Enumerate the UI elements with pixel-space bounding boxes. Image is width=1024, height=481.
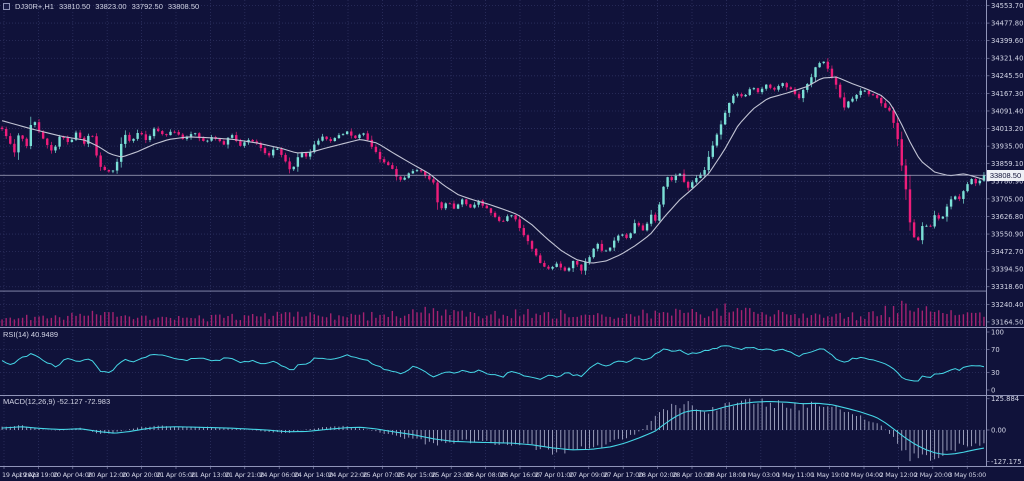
high-value: 33823.00 bbox=[95, 2, 127, 11]
svg-text:34553.70: 34553.70 bbox=[991, 2, 1023, 10]
candles-layer bbox=[0, 58, 986, 275]
macd-indicator-label: MACD(12,26,9) -52.127 -72.983 bbox=[3, 397, 111, 406]
svg-text:33780.90: 33780.90 bbox=[991, 178, 1023, 186]
rsi-line bbox=[1, 345, 985, 382]
svg-text:27 Apr 09:00: 27 Apr 09:00 bbox=[569, 471, 608, 479]
svg-text:21 Apr 13:00: 21 Apr 13:00 bbox=[191, 471, 230, 479]
svg-text:33550.90: 33550.90 bbox=[991, 230, 1023, 238]
svg-text:70: 70 bbox=[991, 346, 1000, 354]
svg-text:25 Apr 07:00: 25 Apr 07:00 bbox=[363, 471, 402, 479]
svg-text:33318.60: 33318.60 bbox=[991, 283, 1023, 291]
svg-text:34167.30: 34167.30 bbox=[991, 90, 1023, 98]
svg-text:2 May 04:00: 2 May 04:00 bbox=[845, 471, 883, 479]
svg-text:20 Apr 12:00: 20 Apr 12:00 bbox=[88, 471, 127, 479]
svg-text:1 May 03:00: 1 May 03:00 bbox=[742, 471, 780, 479]
svg-text:34013.20: 34013.20 bbox=[991, 125, 1023, 133]
svg-text:3 May 05:00: 3 May 05:00 bbox=[948, 471, 986, 479]
volume-layer bbox=[1, 300, 985, 326]
svg-text:19 Apr 19:00: 19 Apr 19:00 bbox=[19, 471, 58, 479]
svg-text:2 May 12:00: 2 May 12:00 bbox=[880, 471, 918, 479]
svg-text:28 Apr 10:00: 28 Apr 10:00 bbox=[672, 471, 711, 479]
svg-text:28 Apr 02:00: 28 Apr 02:00 bbox=[638, 471, 677, 479]
close-value: 33808.50 bbox=[167, 2, 200, 11]
price-axis[interactable]: 34553.70 34477.80 34399.60 34321.40 34245.50… bbox=[986, 2, 1024, 466]
svg-text:20 Apr 04:00: 20 Apr 04:00 bbox=[53, 471, 92, 479]
svg-text:125.884: 125.884 bbox=[991, 395, 1019, 403]
svg-text:20 Apr 20:00: 20 Apr 20:00 bbox=[122, 471, 161, 479]
svg-text:24 Apr 06:00: 24 Apr 06:00 bbox=[260, 471, 299, 479]
svg-text:1 May 11:00: 1 May 11:00 bbox=[776, 471, 814, 479]
svg-text:33472.70: 33472.70 bbox=[991, 248, 1023, 256]
svg-text:27 Apr 01:00: 27 Apr 01:00 bbox=[535, 471, 574, 479]
svg-text:0: 0 bbox=[991, 386, 995, 394]
low-value: 33792.50 bbox=[131, 2, 163, 11]
svg-text:2 May 20:00: 2 May 20:00 bbox=[914, 471, 952, 479]
grid-layer bbox=[0, 0, 986, 466]
svg-text:19 Apr 2023: 19 Apr 2023 bbox=[2, 471, 39, 479]
svg-text:33705.00: 33705.00 bbox=[991, 195, 1023, 203]
svg-text:34321.40: 34321.40 bbox=[991, 55, 1023, 63]
svg-text:34477.80: 34477.80 bbox=[991, 19, 1023, 27]
svg-text:25 Apr 23:00: 25 Apr 23:00 bbox=[432, 471, 471, 479]
pane-separators bbox=[0, 0, 1024, 467]
svg-text:34245.50: 34245.50 bbox=[991, 72, 1023, 80]
svg-text:21 Apr 21:00: 21 Apr 21:00 bbox=[225, 471, 264, 479]
svg-text:27 Apr 17:00: 27 Apr 17:00 bbox=[604, 471, 643, 479]
macd-layer bbox=[1, 398, 985, 462]
ohlc-header: DJ30R+,H1 33810.50 33823.00 33792.50 338… bbox=[3, 2, 199, 11]
rsi-indicator-label: RSI(14) 40.9489 bbox=[3, 330, 59, 339]
svg-text:24 Apr 14:00: 24 Apr 14:00 bbox=[294, 471, 333, 479]
svg-text:33626.80: 33626.80 bbox=[991, 213, 1023, 221]
current-price-tag: 33808.50 bbox=[987, 170, 1024, 181]
svg-text:-127.175: -127.175 bbox=[991, 458, 1022, 466]
svg-text:33859.10: 33859.10 bbox=[991, 160, 1023, 168]
svg-text:26 Apr 16:00: 26 Apr 16:00 bbox=[500, 471, 539, 479]
svg-text:21 Apr 05:00: 21 Apr 05:00 bbox=[156, 471, 195, 479]
svg-text:24 Apr 22:00: 24 Apr 22:00 bbox=[328, 471, 367, 479]
open-value: 33810.50 bbox=[58, 2, 91, 11]
symbol-period-label: DJ30R+,H1 bbox=[15, 2, 54, 11]
svg-text:1 May 19:00: 1 May 19:00 bbox=[811, 471, 849, 479]
chart-icon bbox=[3, 3, 10, 10]
svg-text:33164.50: 33164.50 bbox=[991, 318, 1023, 326]
svg-text:34091.40: 34091.40 bbox=[991, 107, 1023, 115]
svg-text:100: 100 bbox=[991, 328, 1004, 336]
moving-average-line bbox=[1, 76, 985, 264]
svg-text:25 Apr 15:00: 25 Apr 15:00 bbox=[397, 471, 436, 479]
svg-text:33394.50: 33394.50 bbox=[991, 266, 1023, 274]
svg-text:26 Apr 08:00: 26 Apr 08:00 bbox=[466, 471, 505, 479]
svg-text:28 Apr 18:00: 28 Apr 18:00 bbox=[707, 471, 746, 479]
svg-text:0.00: 0.00 bbox=[991, 426, 1006, 434]
svg-text:34399.60: 34399.60 bbox=[991, 37, 1023, 45]
svg-text:30: 30 bbox=[991, 369, 1000, 377]
svg-text:33240.40: 33240.40 bbox=[991, 301, 1023, 309]
svg-text:33935.00: 33935.00 bbox=[991, 143, 1023, 151]
